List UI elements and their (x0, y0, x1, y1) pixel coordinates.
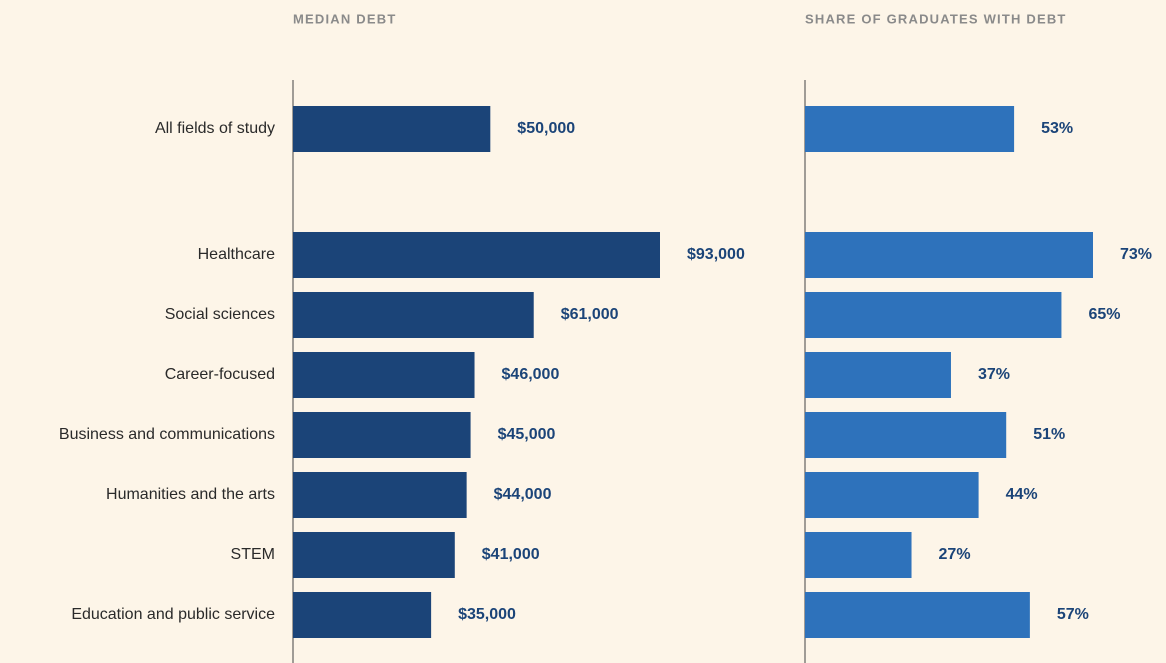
value-label: $50,000 (517, 120, 575, 137)
value-label: 65% (1088, 306, 1120, 323)
value-label: $35,000 (458, 606, 516, 623)
value-label: 44% (1006, 486, 1038, 503)
category-label: Education and public service (71, 606, 275, 623)
bar (293, 592, 432, 638)
value-label: $45,000 (498, 426, 556, 443)
category-label: Healthcare (198, 246, 275, 263)
category-label: Social sciences (165, 306, 275, 323)
value-label: 37% (978, 366, 1010, 383)
value-label: $46,000 (502, 366, 560, 383)
category-label: All fields of study (155, 120, 275, 137)
bar (293, 412, 471, 458)
value-label: $61,000 (561, 306, 619, 323)
bar (293, 532, 455, 578)
category-label: Career-focused (165, 366, 275, 383)
value-label: 57% (1057, 606, 1089, 623)
value-label: $44,000 (494, 486, 552, 503)
value-label: 51% (1033, 426, 1065, 443)
bar (293, 106, 491, 152)
value-label: 53% (1041, 120, 1073, 137)
bar (805, 232, 1093, 278)
bar (293, 232, 660, 278)
bar (293, 292, 534, 338)
category-label: Business and communications (59, 426, 275, 443)
value-label: 27% (939, 546, 971, 563)
bar (805, 106, 1015, 152)
value-label: $41,000 (482, 546, 540, 563)
bar (805, 412, 1007, 458)
bar (805, 472, 979, 518)
value-label: $93,000 (687, 246, 745, 263)
bar (805, 532, 912, 578)
bar (805, 592, 1030, 638)
category-label: STEM (231, 546, 275, 563)
bar (805, 292, 1062, 338)
value-label: 73% (1120, 246, 1152, 263)
bar (293, 472, 467, 518)
bar (805, 352, 951, 398)
chart-title: MEDIAN DEBT (293, 11, 396, 26)
chart-title: SHARE OF GRADUATES WITH DEBT (805, 11, 1067, 26)
bar (293, 352, 475, 398)
category-label: Humanities and the arts (106, 486, 275, 503)
